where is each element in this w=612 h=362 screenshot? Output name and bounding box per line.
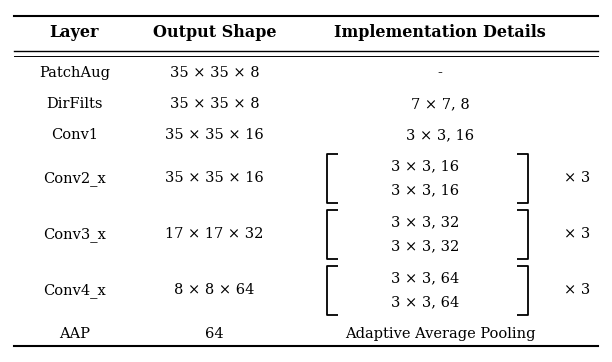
Text: 35 × 35 × 16: 35 × 35 × 16: [165, 128, 264, 142]
Text: 17 × 17 × 32: 17 × 17 × 32: [165, 227, 264, 241]
Text: × 3: × 3: [564, 283, 590, 297]
Text: 35 × 35 × 8: 35 × 35 × 8: [170, 66, 259, 80]
Text: Conv1: Conv1: [51, 128, 98, 142]
Text: Layer: Layer: [50, 24, 99, 41]
Text: DirFilts: DirFilts: [47, 97, 103, 111]
Text: 3 × 3, 32: 3 × 3, 32: [390, 240, 459, 254]
Text: PatchAug: PatchAug: [39, 66, 110, 80]
Text: 3 × 3, 64: 3 × 3, 64: [390, 271, 459, 285]
Text: 3 × 3, 64: 3 × 3, 64: [390, 295, 459, 310]
Text: × 3: × 3: [564, 227, 590, 241]
Text: 64: 64: [205, 327, 224, 341]
Text: 3 × 3, 16: 3 × 3, 16: [390, 184, 459, 198]
Text: Adaptive Average Pooling: Adaptive Average Pooling: [345, 327, 536, 341]
Text: 3 × 3, 16: 3 × 3, 16: [390, 159, 459, 173]
Text: Output Shape: Output Shape: [153, 24, 277, 41]
Text: Implementation Details: Implementation Details: [334, 24, 546, 41]
Text: 7 × 7, 8: 7 × 7, 8: [411, 97, 469, 111]
Text: 3 × 3, 16: 3 × 3, 16: [406, 128, 474, 142]
Text: Conv2_x: Conv2_x: [43, 171, 106, 186]
Text: 3 × 3, 32: 3 × 3, 32: [390, 215, 459, 229]
Text: 8 × 8 × 64: 8 × 8 × 64: [174, 283, 255, 297]
Text: Conv3_x: Conv3_x: [43, 227, 106, 242]
Text: Conv4_x: Conv4_x: [43, 283, 106, 298]
Text: × 3: × 3: [564, 172, 590, 185]
Text: -: -: [438, 66, 442, 80]
Text: AAP: AAP: [59, 327, 90, 341]
Text: 35 × 35 × 8: 35 × 35 × 8: [170, 97, 259, 111]
Text: 35 × 35 × 16: 35 × 35 × 16: [165, 172, 264, 185]
